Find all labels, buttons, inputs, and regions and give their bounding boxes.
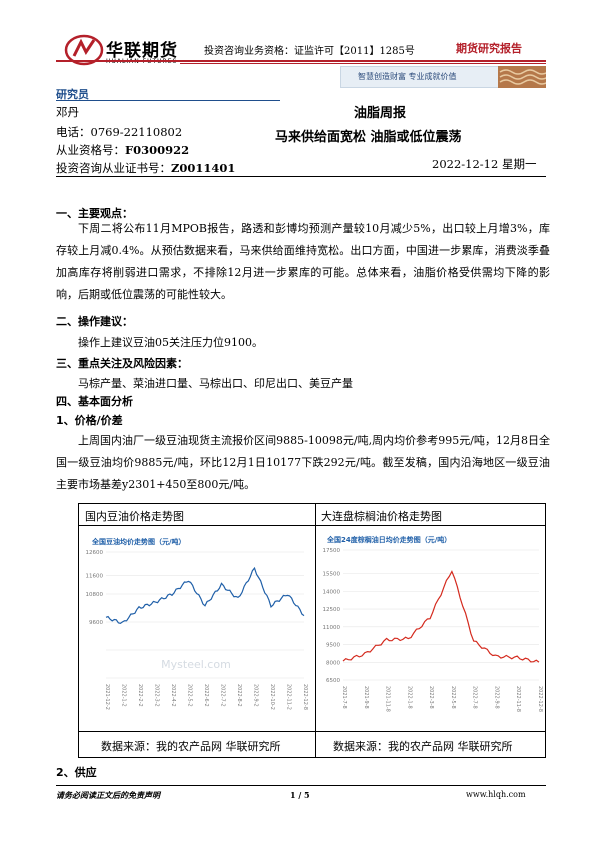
license-text: 投资咨询业务资格：证监许可【2011】1285号 [204,46,415,57]
y-tick-label: 6500 [326,678,340,684]
qual-value: F0300922 [125,143,190,157]
x-tick-label: 2022-11-2 [286,684,292,710]
header-rule [56,60,546,62]
x-tick-label: 2022-1-2 [121,684,127,707]
analyst-name: 邓丹 [56,105,79,119]
x-tick-label: 2021-9-8 [363,686,369,709]
analyst-rule [56,100,280,101]
y-tick-label: 15500 [323,572,341,578]
x-tick-label: 2022-8-2 [236,684,242,707]
analyst-heading: 研究员 [56,88,89,101]
header-rule-thin [180,63,546,64]
slogan-text: 智慧创造财富 专业成就价值 [358,72,457,81]
table-divider-bottom [79,731,545,732]
x-tick-label: 2022-5-8 [450,686,456,709]
risks-text: 马棕产量、菜油进口量、马棕出口、印尼出口、美豆产量 [78,377,353,390]
footer-disclaimer: 请务必阅读正文后的免责声明 [56,790,160,800]
y-tick-label: 9500 [326,643,340,649]
section-heading-price: 1、价格/价差 [56,414,123,427]
x-tick-label: 2022-12-8 [302,684,308,710]
y-tick-label: 12500 [323,607,341,613]
chart-table: 国内豆油价格走势图 大连盘棕榈油价格走势图 全国豆油均价走势图（元/吨） Mys… [78,503,546,758]
x-tick-label: 2022-3-8 [428,686,434,709]
section-heading-advice: 二、操作建议： [56,315,133,328]
x-tick-label: 2022-2-2 [137,684,143,707]
right-chart-caption: 大连盘棕榈油价格走势图 [321,510,442,523]
report-subtitle: 马来供给面宽松 油脂或低位震荡 [275,130,462,145]
qual-label: 从业资格号： [56,143,125,157]
x-tick-label: 2022-1-8 [406,686,412,709]
y-tick-label: 10800 [86,592,104,598]
x-tick-label: 2022-9-2 [253,684,259,707]
footer-rule [56,785,546,786]
right-chart-title: 全国24度棕榈油日均价走势图（元/吨） [326,535,451,544]
table-divider-top [79,525,545,526]
x-tick-label: 2021-7-8 [341,686,347,709]
section-heading-supply: 2、供应 [56,766,97,779]
analyst-certificate: 投资咨询从业证书号：Z0011401 [56,160,235,176]
left-chart-title: 全国豆油均价走势图（元/吨） [91,537,186,546]
left-chart-source: 数据来源：我的农产品网 华联研究所 [101,740,281,753]
y-tick-label: 11000 [323,625,341,631]
table-divider-vertical [315,504,316,757]
x-tick-label: 2021-12-2 [104,684,110,710]
section-heading-fundamentals: 四、基本面分析 [56,395,133,408]
grain-image-icon [498,66,546,88]
soybean-oil-series-line [105,566,305,625]
cert-label: 投资咨询从业证书号： [56,161,171,175]
y-tick-label: 12600 [86,550,104,556]
section-heading-views: 一、主要观点： [56,207,133,220]
left-chart-caption: 国内豆油价格走势图 [85,510,184,523]
y-tick-label: 11600 [86,573,104,579]
footer-website: www.hlqh.com [466,790,526,799]
x-tick-label: 2022-4-2 [170,684,176,707]
cert-value: Z0011401 [171,161,236,175]
x-tick-label: 2022-7-8 [472,686,478,709]
palm-oil-series-line [342,570,540,663]
separator-rule [56,176,546,177]
report-title: 油脂周报 [354,106,407,121]
x-tick-label: 2022-5-2 [187,684,193,707]
x-tick-label: 2022-10-2 [269,684,275,710]
analyst-phone: 电话：0769-22110802 [56,124,182,140]
phone-value: 0769-22110802 [90,125,183,139]
section-heading-risks: 三、重点关注及风险因素： [56,357,188,370]
x-tick-label: 2022-6-2 [203,684,209,707]
report-date: 2022-12-12 星期一 [432,157,537,171]
x-tick-label: 2021-11-8 [385,686,391,712]
x-tick-label: 2022-7-2 [220,684,226,707]
x-tick-label: 2022-3-2 [154,684,160,707]
right-chart-source: 数据来源：我的农产品网 华联研究所 [333,740,513,753]
analyst-qualification: 从业资格号：F0300922 [56,142,189,158]
x-tick-label: 2022-12-8 [537,686,543,712]
phone-label: 电话： [56,125,91,139]
x-tick-label: 2022-9-8 [493,686,499,709]
soybean-oil-price-chart: 全国豆油均价走势图（元/吨） Mysteel.com 9600 10800 1160… [84,528,310,728]
y-tick-label: 17500 [323,548,341,554]
logo-text-cn: 华联期货 [106,41,178,61]
y-tick-label: 9600 [89,620,103,626]
y-tick-label: 14000 [323,589,341,595]
left-chart-watermark: Mysteel.com [161,658,231,671]
page-number: 1 / 5 [290,790,310,800]
report-type: 期货研究报告 [456,42,522,55]
advice-text: 操作上建议豆油05关注压力位9100。 [78,336,263,349]
palm-oil-price-chart: 全国24度棕榈油日均价走势图（元/吨） 6500 8000 9500 11000 125… [319,528,545,728]
y-tick-label: 8000 [326,660,340,666]
hualian-logo-icon [64,34,104,66]
price-text: 上周国内油厂一级豆油现货主流报价区间9885-10098元/吨,周内均价参考99… [56,434,550,491]
main-views-text: 下周二将公布11月MPOB报告，路透和彭博均预测产量较10月减少5%，出口较上月… [56,222,550,301]
x-tick-label: 2022-11-8 [515,686,521,712]
